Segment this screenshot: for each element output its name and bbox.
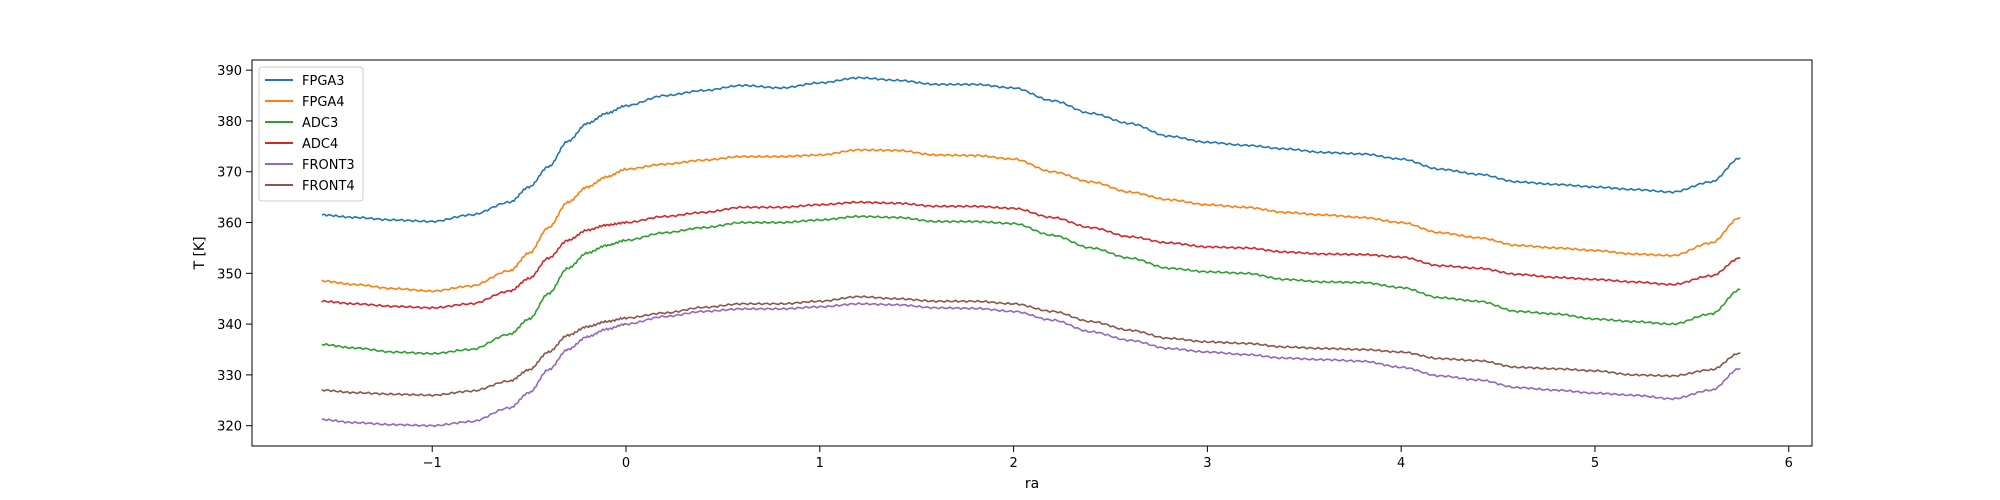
- plot-frame: [251, 59, 1813, 447]
- x-tick-label: −1: [423, 456, 442, 471]
- x-axis: −1 0 1 2 3 4 5 6: [423, 446, 1793, 471]
- series-layer: [321, 76, 1741, 428]
- y-axis: 320 330 340 350 360 370 380 390: [217, 64, 252, 435]
- legend-label-fpga4: FPGA4: [302, 95, 345, 110]
- y-tick-label: 340: [217, 318, 242, 333]
- series-line-fpga4: [321, 148, 1741, 293]
- y-tick-label: 380: [217, 115, 242, 130]
- x-tick-label: 1: [816, 456, 824, 471]
- y-tick-label: 330: [217, 369, 242, 384]
- y-tick-label: 320: [217, 420, 242, 435]
- legend-label-fpga3: FPGA3: [302, 74, 345, 89]
- y-tick-label: 360: [217, 217, 242, 232]
- legend-label-front4: FRONT4: [302, 179, 355, 194]
- y-axis-title: T [K]: [192, 236, 208, 270]
- x-tick-label: 2: [1009, 456, 1017, 471]
- x-tick-label: 5: [1591, 456, 1599, 471]
- legend-label-adc4: ADC4: [302, 137, 338, 152]
- series-line-adc4: [321, 200, 1741, 310]
- series-line-fpga3: [321, 76, 1741, 224]
- legend: FPGA3 FPGA4 ADC3 ADC4 FRONT3 FRONT4: [258, 66, 364, 202]
- y-tick-label: 390: [217, 64, 242, 79]
- legend-label-front3: FRONT3: [302, 158, 355, 173]
- y-tick-label: 370: [217, 166, 242, 181]
- legend-label-adc3: ADC3: [302, 116, 338, 131]
- x-tick-label: 3: [1203, 456, 1211, 471]
- x-tick-label: 0: [622, 456, 630, 471]
- series-line-front3: [321, 302, 1741, 428]
- x-tick-label: 6: [1785, 456, 1793, 471]
- y-tick-label: 350: [217, 267, 242, 282]
- x-axis-title: ra: [1025, 476, 1039, 492]
- series-line-front4: [321, 295, 1741, 397]
- series-line-adc3: [321, 214, 1741, 356]
- x-tick-label: 4: [1397, 456, 1405, 471]
